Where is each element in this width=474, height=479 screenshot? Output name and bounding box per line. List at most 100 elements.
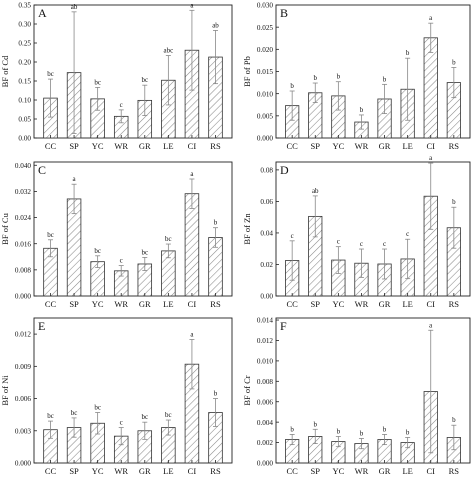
- significance-letter: a: [73, 175, 77, 183]
- plot-frame: [33, 161, 233, 297]
- x-tick-label: CC: [286, 141, 298, 151]
- significance-letter: ab: [71, 3, 78, 11]
- x-tick-label: GR: [139, 141, 151, 151]
- plot-frame: [275, 4, 471, 139]
- x-tick-label: WR: [114, 141, 128, 151]
- x-tick-label: RS: [210, 466, 221, 474]
- x-tick-label: RS: [449, 299, 460, 309]
- x-tick-label: GR: [379, 141, 391, 151]
- significance-letter: bc: [141, 76, 148, 84]
- x-tick-label: YC: [332, 141, 344, 151]
- significance-letter: b: [452, 198, 456, 206]
- y-tick-label: 0.010: [257, 90, 274, 98]
- y-axis-label: BF of Zn: [242, 213, 252, 245]
- significance-letter: b: [360, 429, 364, 437]
- x-tick-label: WR: [114, 466, 128, 474]
- significance-letter: a: [190, 330, 194, 338]
- x-tick-label: LE: [402, 466, 412, 474]
- significance-letter: b: [406, 49, 410, 57]
- y-axis-label: BF of Cu: [0, 212, 10, 244]
- significance-letter: bc: [47, 412, 54, 420]
- y-tick-label: 0.002: [257, 439, 274, 447]
- significance-letter: b: [214, 390, 218, 398]
- significance-letter: bc: [47, 231, 54, 239]
- y-tick-label: 0.009: [15, 363, 32, 371]
- x-tick-label: RS: [210, 299, 221, 309]
- y-tick-label: 0.00: [18, 135, 31, 143]
- significance-letter: b: [314, 74, 318, 82]
- x-tick-label: GR: [139, 299, 151, 309]
- y-tick-label: 0.012: [257, 337, 274, 345]
- significance-letter: abc: [163, 47, 173, 55]
- x-tick-label: RS: [449, 141, 460, 151]
- significance-letter: bc: [141, 248, 148, 256]
- y-tick-label: 0.10: [18, 97, 31, 105]
- x-tick-label: GR: [139, 466, 151, 474]
- y-axis-label: BF of Ni: [0, 375, 10, 406]
- x-tick-label: CI: [188, 299, 197, 309]
- y-tick-label: 0.016: [15, 240, 32, 248]
- significance-letter: b: [290, 425, 294, 433]
- x-tick-label: LE: [163, 466, 173, 474]
- y-tick-label: 0.014: [257, 317, 274, 325]
- y-tick-label: 0.35: [18, 2, 31, 10]
- panel-letter: C: [38, 163, 46, 177]
- significance-letter: b: [214, 219, 218, 227]
- significance-letter: a: [190, 170, 194, 178]
- significance-letter: bc: [141, 413, 148, 421]
- y-tick-label: 0.00: [260, 293, 273, 301]
- plot-frame: [33, 317, 233, 464]
- significance-letter: a: [429, 14, 433, 22]
- significance-letter: bc: [94, 78, 101, 86]
- significance-letter: c: [120, 257, 123, 265]
- plot-frame: [275, 317, 471, 464]
- significance-letter: bc: [165, 411, 172, 419]
- significance-letter: bc: [47, 70, 54, 78]
- significance-letter: c: [337, 238, 340, 246]
- y-tick-label: 0.008: [257, 378, 274, 386]
- panel-f: 0.000 0.002 0.004 0.006 0.008 0.010 0.012 0.014…: [242, 317, 471, 476]
- panel-letter: B: [280, 6, 288, 20]
- x-tick-label: CC: [286, 466, 298, 474]
- significance-letter: a: [190, 1, 194, 9]
- significance-letter: b: [290, 82, 294, 90]
- x-tick-label: WR: [355, 466, 369, 474]
- x-tick-label: YC: [332, 299, 344, 309]
- y-tick-label: 0.02: [260, 261, 273, 269]
- y-tick-label: 0.06: [260, 198, 273, 206]
- y-axis-label: BF of Cr: [242, 375, 252, 405]
- x-tick-label: SP: [311, 466, 321, 474]
- significance-letter: ab: [212, 21, 219, 29]
- x-tick-label: GR: [379, 466, 391, 474]
- y-tick-label: 0.008: [15, 266, 32, 274]
- y-tick-label: 0.08: [260, 166, 273, 174]
- x-tick-label: YC: [92, 299, 104, 309]
- significance-letter: b: [383, 425, 387, 433]
- x-tick-label: CC: [286, 299, 298, 309]
- significance-letter: b: [406, 428, 410, 436]
- plot-frame: [33, 4, 233, 139]
- y-tick-label: 0.040: [15, 162, 32, 170]
- x-tick-label: SP: [69, 466, 79, 474]
- y-axis-label: BF of Pb: [242, 56, 252, 87]
- x-tick-label: SP: [311, 299, 321, 309]
- x-tick-label: CI: [426, 299, 435, 309]
- significance-letter: b: [452, 416, 456, 424]
- y-tick-label: 0.05: [18, 116, 31, 124]
- x-tick-label: SP: [69, 141, 79, 151]
- x-tick-label: YC: [332, 466, 344, 474]
- panel-letter: E: [38, 319, 45, 333]
- y-tick-label: 0.032: [15, 188, 32, 196]
- x-tick-label: CC: [45, 299, 57, 309]
- bar-ci: [184, 193, 200, 297]
- x-tick-label: YC: [92, 466, 104, 474]
- significance-letter: c: [120, 419, 123, 427]
- y-tick-label: 0.004: [257, 419, 274, 427]
- y-tick-label: 0.003: [15, 427, 32, 435]
- x-tick-label: WR: [114, 299, 128, 309]
- panel-c: 0.000 0.008 0.016 0.024 0.032 0.040 BF of Cu Cb…: [0, 161, 233, 309]
